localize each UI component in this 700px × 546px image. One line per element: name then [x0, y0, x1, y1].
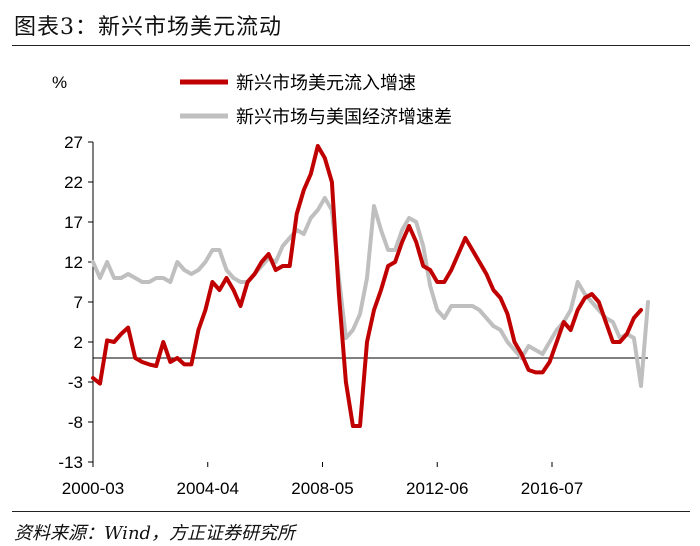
- y-tick-label: 17: [64, 213, 83, 232]
- legend-label-2: 新兴市场与美国经济增速差: [236, 107, 452, 127]
- x-tick-label: 2008-05: [291, 479, 353, 498]
- series-line-2: [91, 196, 650, 388]
- y-tick-label: 2: [74, 333, 83, 352]
- x-tick-label: 2000-03: [62, 479, 124, 498]
- y-tick-label: 27: [64, 133, 83, 152]
- x-tick-label: 2016-07: [521, 479, 583, 498]
- y-tick-label: 12: [64, 253, 83, 272]
- figure-title: 图表3：新兴市场美元流动: [14, 15, 282, 40]
- y-tick-label: 22: [64, 173, 83, 192]
- bottom-rule: [12, 511, 690, 512]
- series-line-1: [91, 144, 643, 428]
- y-tick-label: 7: [74, 293, 83, 312]
- legend-label-1: 新兴市场美元流入增速: [236, 73, 416, 93]
- x-tick-label: 2012-06: [406, 479, 468, 498]
- source-note: 资料来源：Wind，方正证券研究所: [14, 523, 296, 544]
- y-axis-label: %: [52, 73, 67, 92]
- top-rule: [12, 45, 690, 46]
- y-tick-label: -3: [68, 373, 83, 392]
- x-tick-label: 2004-04: [177, 479, 239, 498]
- y-tick-label: -13: [58, 453, 83, 472]
- y-tick-label: -8: [68, 413, 83, 432]
